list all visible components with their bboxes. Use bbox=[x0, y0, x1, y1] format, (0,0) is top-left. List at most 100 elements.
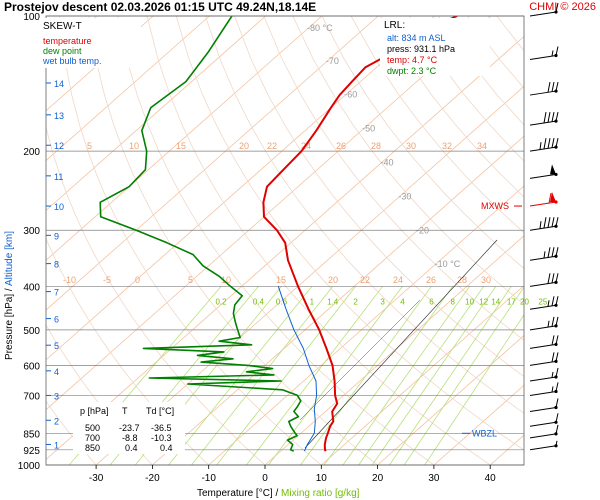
dry-adiabat-line bbox=[292, 16, 524, 305]
wind-barb bbox=[529, 247, 559, 261]
isotherm-label: 30 bbox=[481, 275, 491, 285]
pressure-tick-label: 100 bbox=[23, 12, 40, 23]
wind-barb-half bbox=[543, 251, 546, 259]
mixing-ratio-label: 8 bbox=[450, 297, 455, 306]
isotherm-line bbox=[433, 384, 524, 465]
wind-barb-staff bbox=[529, 255, 557, 261]
table-row-700-p: 700 bbox=[85, 433, 100, 443]
mixing-ratio-label: 10 bbox=[465, 297, 474, 306]
wind-barb-dot bbox=[554, 53, 558, 58]
mixing-ratio-labels: 0.2 0.4 0.6 1 1.4 2 3 4 6 8 10 12 14 17 20 25 bbox=[215, 297, 547, 306]
wind-barb-flag bbox=[547, 112, 551, 123]
wind-barb-staff bbox=[529, 343, 557, 349]
wind-barb-flag bbox=[551, 217, 555, 227]
temperature-tick-label: 0 bbox=[262, 473, 268, 484]
dry-adiabat-line bbox=[175, 16, 524, 451]
wind-barb-flag bbox=[551, 335, 555, 346]
wind-barb-staff bbox=[529, 360, 557, 366]
isotherm-line bbox=[152, 135, 524, 465]
wind-barb-staff bbox=[529, 120, 557, 126]
dry-adiabat-line bbox=[117, 16, 435, 465]
isotherm-line bbox=[46, 16, 210, 162]
wind-barb-half bbox=[547, 300, 550, 307]
wind-barb bbox=[529, 413, 559, 427]
parcel-lines bbox=[299, 239, 498, 449]
wind-barb-flag bbox=[543, 112, 547, 124]
wind-barb bbox=[529, 217, 559, 231]
wind-barb-flag bbox=[547, 138, 551, 149]
y-axis-altitude-label: Altitude [km] bbox=[4, 231, 15, 286]
wind-barb-dot bbox=[554, 254, 558, 258]
isotherm-label: -10 °C bbox=[435, 259, 461, 269]
wind-barb-flag bbox=[551, 81, 555, 92]
temperature-tick-label: 10 bbox=[316, 473, 328, 484]
isotherm-line bbox=[377, 334, 524, 465]
wind-barb-staff bbox=[529, 11, 557, 17]
pressure-tick-label: 1000 bbox=[18, 461, 41, 472]
wind-barb-flag bbox=[551, 112, 555, 122]
pressure-tick-label: 300 bbox=[23, 226, 40, 237]
wind-barb-staff bbox=[529, 376, 557, 382]
mixing-ratio-label: 1 bbox=[310, 297, 315, 306]
wind-barb-staff bbox=[529, 55, 557, 61]
wind-barb bbox=[529, 352, 559, 366]
dry-adiabat-line bbox=[526, 16, 600, 465]
table-header-td: Td [°C] bbox=[146, 406, 174, 416]
wind-barb-staff bbox=[529, 281, 557, 287]
mixing-ratio-line bbox=[403, 286, 524, 465]
mixing-ratio-label: 3 bbox=[380, 297, 385, 306]
mixing-ratio-line bbox=[323, 286, 454, 465]
dry-adiabat-line bbox=[379, 16, 524, 198]
wind-barb bbox=[529, 2, 559, 17]
wind-barb-flag bbox=[551, 138, 555, 148]
mixing-ratio-label: 1.4 bbox=[327, 297, 339, 306]
dry-adiabat-line bbox=[496, 16, 524, 52]
mixing-ratio-label: 17 bbox=[507, 297, 516, 306]
wind-barb-staff bbox=[529, 325, 557, 331]
wind-barb-half bbox=[547, 320, 550, 328]
wind-barb-dot bbox=[554, 119, 558, 123]
wind-barb-staff bbox=[529, 406, 557, 412]
table-row-700-t: -8.8 bbox=[122, 433, 138, 443]
wind-barb-staff bbox=[529, 421, 557, 427]
mxws-label: MXWS bbox=[481, 201, 509, 211]
pressure-tick-label: 600 bbox=[23, 361, 40, 372]
wind-barb-dot bbox=[554, 342, 558, 347]
wind-barb-dot bbox=[554, 200, 558, 204]
altitude-tick-label: 10 bbox=[54, 202, 64, 212]
credit-label: CHMI © 2026 bbox=[529, 1, 596, 13]
table-header-p: p [hPa] bbox=[80, 406, 109, 416]
altitude-tick-label: 8 bbox=[54, 260, 59, 270]
level-table-box bbox=[73, 402, 185, 454]
wind-barb-flag bbox=[543, 217, 547, 229]
isotherm-label: 15 bbox=[176, 141, 186, 151]
wind-barb-pennant bbox=[550, 192, 556, 203]
temperature-tick-label: 40 bbox=[485, 473, 497, 484]
isotherm-line bbox=[46, 16, 323, 261]
wind-barb-dot bbox=[554, 444, 558, 448]
isotherm-label: 22 bbox=[267, 141, 277, 151]
mixing-ratio-label: 12 bbox=[479, 297, 488, 306]
wind-barb-staff bbox=[529, 90, 557, 96]
wind-barb bbox=[529, 382, 559, 396]
isotherm-label: 15 bbox=[276, 275, 286, 285]
wind-barb-staff bbox=[529, 173, 557, 179]
isotherm-label: 10 bbox=[221, 275, 231, 285]
pressure-tick-label: 925 bbox=[23, 446, 40, 457]
isotherm-label: 28 bbox=[371, 141, 381, 151]
dewpoint-profile-line bbox=[99, 16, 302, 452]
x-axis-temp-label: Temperature [°C] bbox=[197, 488, 273, 499]
wind-barbs bbox=[529, 2, 559, 451]
isotherm-line bbox=[489, 434, 524, 465]
wind-barb-dot bbox=[554, 324, 558, 328]
wind-barb bbox=[529, 112, 559, 126]
table-row-850-p: 850 bbox=[85, 443, 100, 453]
pressure-tick-label: 200 bbox=[23, 147, 40, 158]
wind-barb-staff bbox=[529, 225, 557, 231]
isotherm-line bbox=[46, 16, 492, 411]
wbzl-label: WBZL bbox=[472, 428, 497, 438]
dry-adiabat-line bbox=[584, 16, 600, 465]
wind-barb-flag bbox=[551, 296, 555, 306]
isotherm-label: 28 bbox=[457, 275, 467, 285]
